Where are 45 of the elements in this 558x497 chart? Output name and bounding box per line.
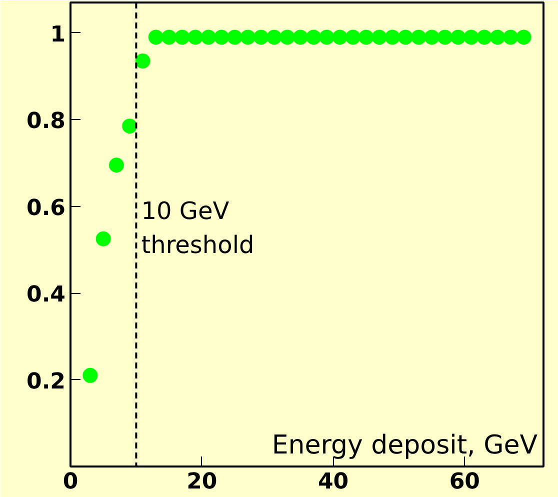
point [516,30,532,45]
point [476,30,492,45]
point [135,54,150,69]
point [148,30,164,45]
point [398,30,414,45]
point [411,30,426,45]
point [292,30,308,45]
point [306,30,322,45]
point [96,231,111,246]
point [450,30,466,45]
x-tick-label: 60 [449,470,480,494]
x-tick-label: 0 [62,470,78,494]
y-tick-label: 0.2 [26,369,66,394]
point [345,30,360,45]
point [214,30,230,45]
ref-line-label: 10 GeV threshold [141,197,254,259]
point [384,30,400,45]
y-tick-label: 1 [50,22,66,48]
point [82,368,98,383]
point [188,30,203,45]
point [464,30,479,45]
point [122,118,138,134]
point [372,30,387,45]
point [240,30,256,45]
point [108,158,124,173]
point [437,30,452,45]
point [332,30,348,45]
point [162,30,177,45]
point [490,30,506,45]
point [227,30,242,45]
y-tick-label: 0.4 [26,282,66,308]
point [200,30,216,45]
point [358,30,374,45]
x-axis-title: Energy deposit, GeV [272,430,538,460]
point [319,30,334,45]
point [254,30,269,45]
point [280,30,295,45]
x-tick-label: 20 [186,470,218,494]
point [174,30,190,45]
y-tick-label: 0.6 [26,196,66,221]
x-tick-label: 40 [318,470,349,494]
point [266,30,282,45]
point [424,30,440,45]
point [503,30,518,45]
y-tick-label: 0.8 [26,109,66,134]
